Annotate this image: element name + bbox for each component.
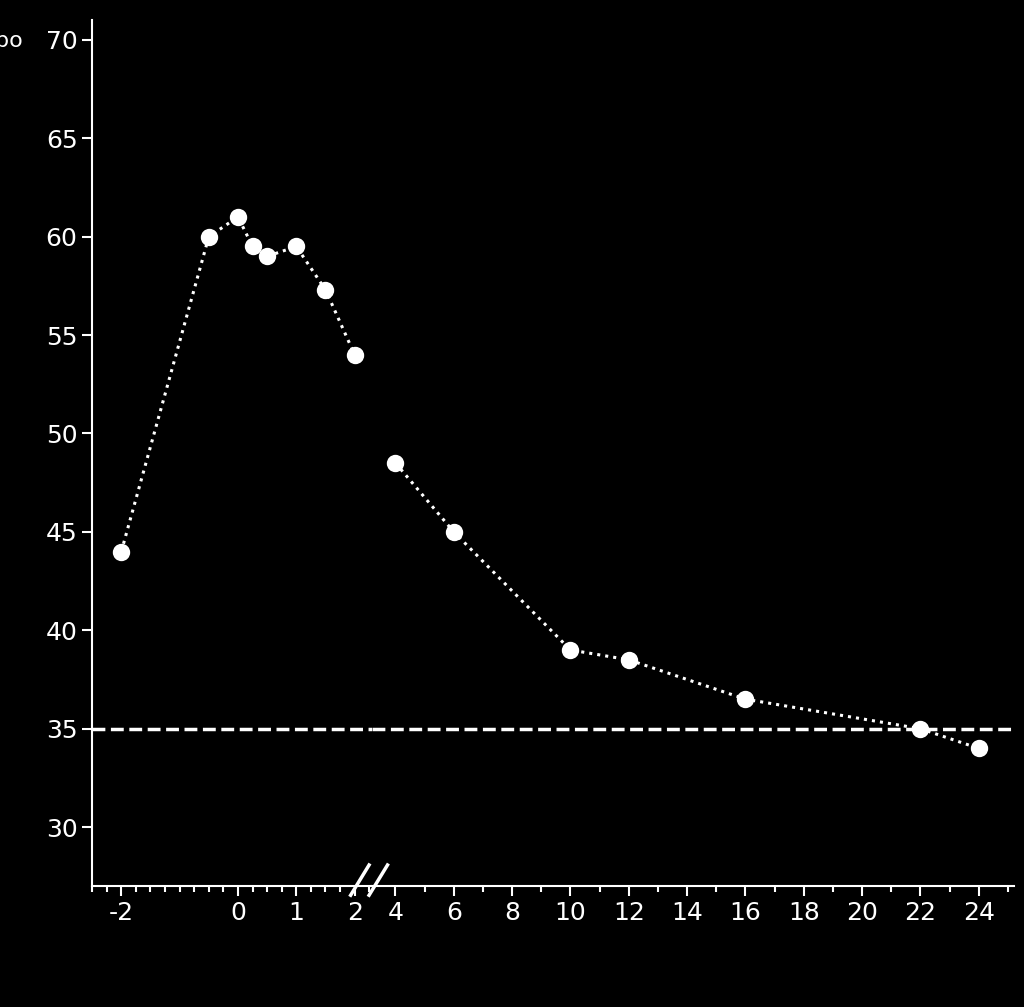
Legend: Dabigatran etexilate + Placebo, Upper limit normal: Dabigatran etexilate + Placebo, Upper li… bbox=[0, 31, 23, 83]
